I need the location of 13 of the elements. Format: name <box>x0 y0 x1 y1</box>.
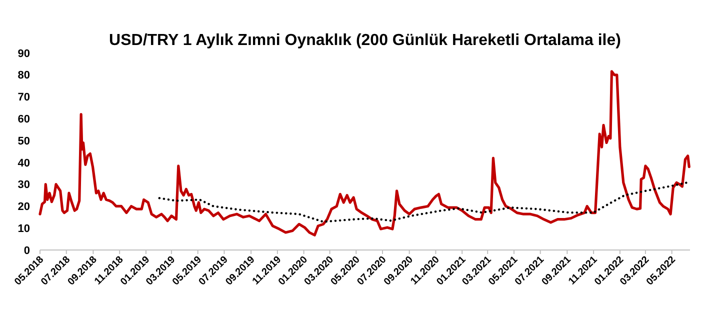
line-series <box>158 181 690 223</box>
y-tick-label: 20 <box>18 201 30 214</box>
chart-title: USD/TRY 1 Aylık Zımni Oynaklık (200 Günlük Hareketli Ortalama ile) <box>109 32 621 49</box>
y-tick-label: 60 <box>18 114 30 126</box>
y-tick-label: 10 <box>18 222 30 235</box>
y-tick-label: 80 <box>18 70 30 82</box>
y-tick-label: 70 <box>18 92 30 104</box>
y-tick-label: 50 <box>18 135 30 148</box>
y-tick-label: 90 <box>18 48 30 60</box>
y-tick-label: 40 <box>18 157 30 170</box>
y-tick-label: 30 <box>18 179 30 192</box>
y-tick-label: 0 <box>24 244 30 257</box>
line-series <box>38 70 690 236</box>
